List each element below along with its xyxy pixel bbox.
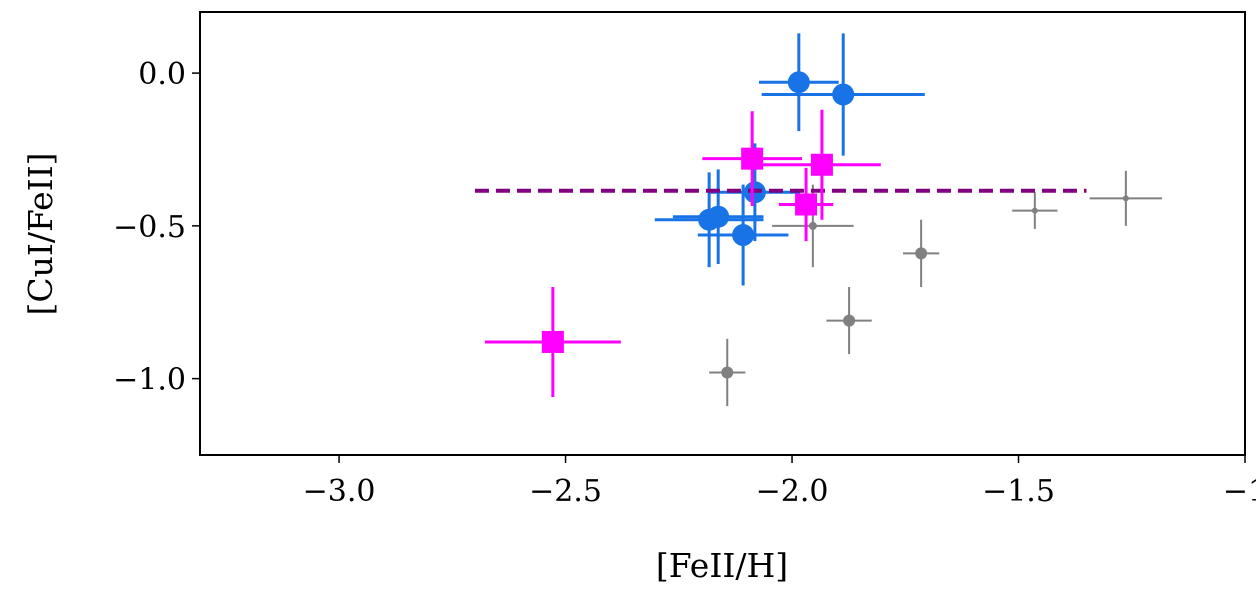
circle-marker [721,366,734,379]
circle-marker [832,83,855,106]
data-point [763,109,881,220]
data-point [778,167,834,242]
circle-marker [843,314,856,327]
plot-frame [199,11,1246,456]
y-tick-label: 0.0 [138,57,186,92]
data-point [903,219,940,287]
data-point [1012,192,1058,229]
x-axis-label: [FeII/H] [656,546,788,585]
data-point [702,111,802,207]
x-tick-label: −1.5 [982,474,1055,509]
data-point [484,286,621,397]
data-point [1089,170,1163,226]
x-tick-label: −2.0 [756,474,829,509]
data-point [826,286,872,355]
data-point [761,33,925,156]
data-point [758,33,839,132]
x-tick-label: −3.0 [303,474,376,509]
data-point [709,338,746,407]
x-tick-label: −2.5 [529,474,602,509]
x-tick-label: −1 [1223,474,1256,509]
circle-marker [1031,207,1038,214]
square-marker [741,147,764,170]
square-marker [795,193,818,216]
circle-marker [787,71,810,94]
square-marker [810,153,833,176]
data-point [697,184,789,286]
y-tick-label: −0.5 [113,210,186,245]
y-tick-label: −1.0 [113,363,186,398]
circle-marker [808,221,817,230]
circle-marker [915,247,928,260]
data-point [672,169,764,265]
circle-marker [1122,195,1129,202]
circle-marker [732,224,755,247]
circle-marker [707,205,730,228]
y-axis-label: [CuI/FeII] [21,152,60,315]
square-marker [541,330,564,353]
